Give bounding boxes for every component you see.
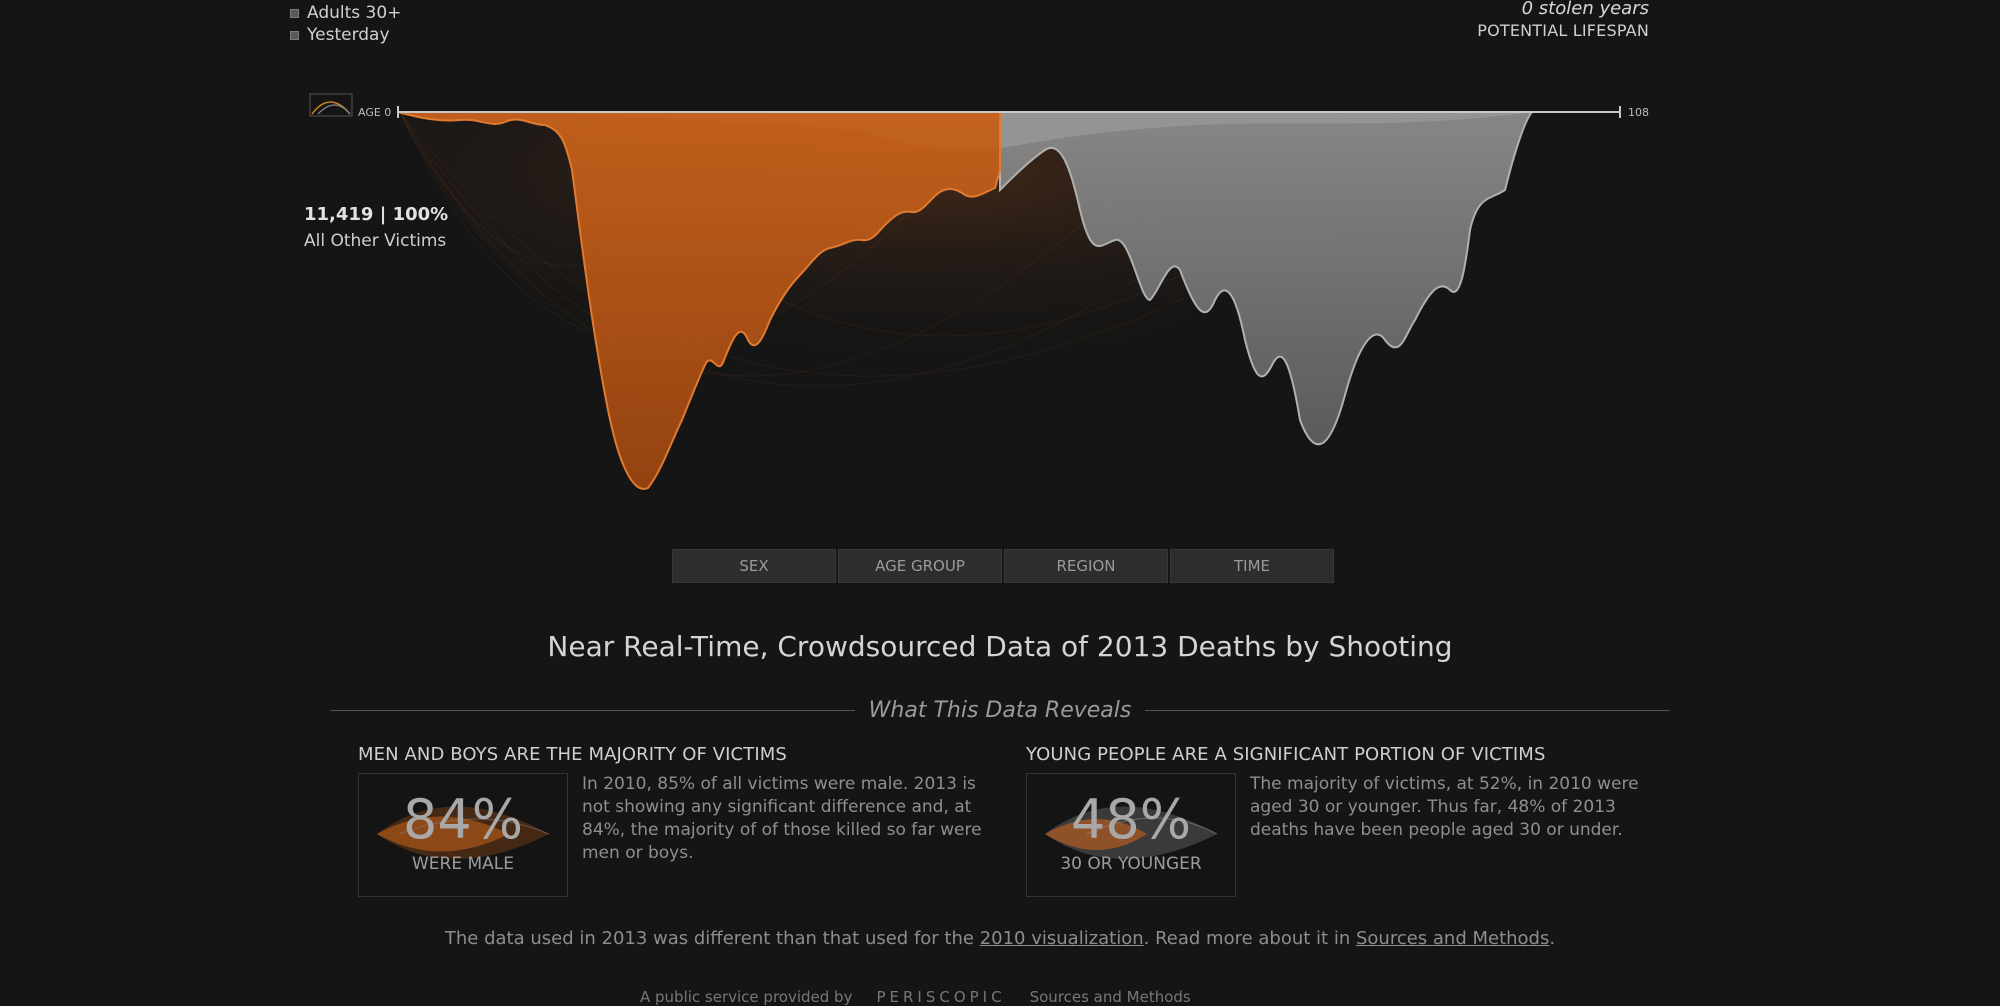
filter-label: Yesterday: [307, 25, 390, 45]
insight-percent-label: WERE MALE: [411, 854, 515, 874]
stolen-lifespan-area: [397, 111, 1001, 490]
axis-start-label: AGE 0: [358, 106, 391, 119]
stolen-years-value: 0 stolen years: [1521, 0, 1649, 19]
leaf-icon: [377, 806, 550, 859]
note-text-middle: . Read more about it in: [1143, 928, 1356, 949]
stolen-years-readout: 0 stolen years POTENTIAL LIFESPAN: [1477, 0, 1649, 40]
lifespan-arc-visualization[interactable]: AGE 0 108: [0, 0, 2000, 520]
checkbox-icon: [290, 8, 299, 18]
insight-body: 84% WERE MALE In 2010, 85% of all victim…: [358, 773, 998, 897]
footer-provided-by: A public service provided by: [640, 988, 853, 1006]
note-text-start: The data used in 2013 was different than…: [444, 928, 980, 949]
footer: A public service provided by PERISCOPIC …: [640, 988, 1191, 1006]
insight-description: The majority of victims, at 52%, in 2010…: [1250, 774, 1639, 840]
section-divider: What This Data Reveals: [330, 698, 1671, 723]
axis-end-label: 108: [1628, 106, 1649, 119]
victim-group-label: All Other Victims: [304, 231, 447, 251]
insight-body: 48% 30 OR YOUNGER The majority of victim…: [1026, 773, 1666, 897]
page-headline: Near Real-Time, Crowdsourced Data of 201…: [547, 630, 1453, 663]
link-2010-visualization[interactable]: 2010 visualization: [979, 928, 1144, 949]
victim-stat: 11,419 | 100% All Other Victims: [304, 204, 448, 251]
tab-age-group[interactable]: AGE GROUP: [838, 549, 1002, 583]
leaf-icon: [1045, 806, 1218, 859]
insight-percent: 48%: [1070, 788, 1192, 851]
filter-list: Adults 30+ Yesterday: [290, 2, 401, 46]
insight-male: MEN AND BOYS ARE THE MAJORITY OF VICTIMS…: [358, 744, 998, 897]
insight-thumbnail[interactable]: 84% WERE MALE: [358, 773, 568, 897]
remaining-lifespan-area: [999, 111, 1535, 446]
insight-percent: 84%: [402, 788, 524, 851]
tab-region[interactable]: REGION: [1004, 549, 1168, 583]
filter-label: Adults 30+: [307, 3, 402, 23]
note-text-end: .: [1549, 928, 1556, 949]
filter-yesterday[interactable]: Yesterday: [290, 24, 401, 46]
divider-line-right: [1145, 710, 1671, 711]
filter-adults-30-plus[interactable]: Adults 30+: [290, 2, 401, 24]
grouping-tabs: SEX AGE GROUP REGION TIME: [672, 549, 1334, 583]
data-source-note: The data used in 2013 was different than…: [0, 928, 2000, 949]
victim-count: 11,419 | 100%: [304, 204, 449, 225]
periscopic-logo[interactable]: PERISCOPIC: [876, 988, 1006, 1006]
link-sources-and-methods[interactable]: Sources and Methods: [1355, 928, 1550, 949]
checkbox-icon: [290, 30, 299, 40]
mini-map-icon[interactable]: [309, 93, 353, 117]
insight-description: In 2010, 85% of all victims were male. 2…: [582, 774, 982, 863]
insight-title: YOUNG PEOPLE ARE A SIGNIFICANT PORTION O…: [1026, 744, 1546, 765]
insight-title: MEN AND BOYS ARE THE MAJORITY OF VICTIMS: [358, 744, 787, 765]
insight-percent-label: 30 OR YOUNGER: [1060, 854, 1202, 874]
stolen-years-label: POTENTIAL LIFESPAN: [1477, 21, 1649, 40]
tab-time[interactable]: TIME: [1170, 549, 1334, 583]
insight-young: YOUNG PEOPLE ARE A SIGNIFICANT PORTION O…: [1026, 744, 1666, 897]
divider-line-left: [330, 710, 855, 711]
footer-sources-link[interactable]: Sources and Methods: [1029, 988, 1191, 1006]
tab-sex[interactable]: SEX: [672, 549, 836, 583]
insight-thumbnail[interactable]: 48% 30 OR YOUNGER: [1026, 773, 1236, 897]
mini-map-arcs-grey: [317, 104, 351, 115]
section-title: What This Data Reveals: [868, 698, 1132, 723]
